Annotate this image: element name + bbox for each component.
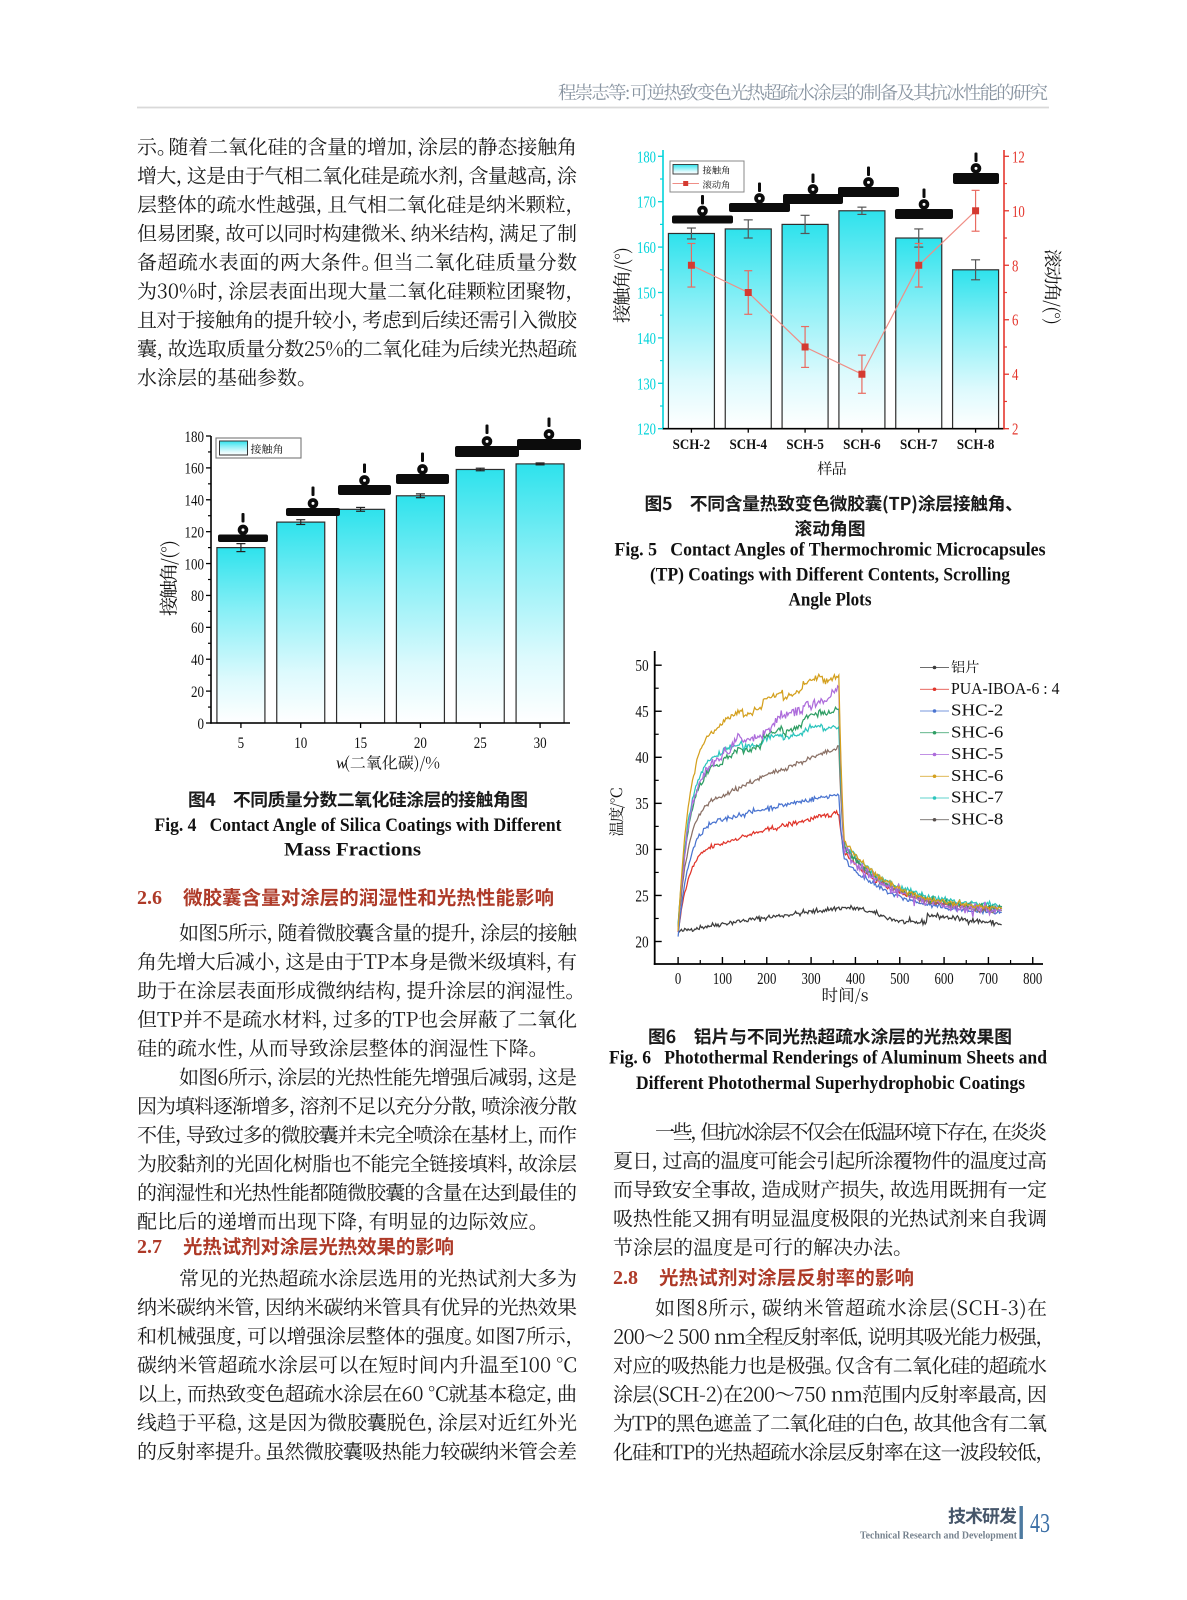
svg-text:40: 40 <box>635 748 648 767</box>
svg-text:SCH-8: SCH-8 <box>957 437 995 453</box>
svg-text:SHC-6: SHC-6 <box>951 766 1003 785</box>
svg-text:SCH-4: SCH-4 <box>730 437 768 453</box>
svg-text:25: 25 <box>635 886 648 905</box>
svg-text:4: 4 <box>1012 365 1018 384</box>
svg-text:SCH-7: SCH-7 <box>900 437 938 453</box>
svg-text:Fig. 4 Contact Angle of Sili: Fig. 4 Contact Angle of Silica Coatings … <box>155 816 563 836</box>
svg-text:Fig. 5 Contact Angles of The: Fig. 5 Contact Angles of Thermochromic M… <box>615 541 1046 561</box>
svg-text:120: 120 <box>185 524 205 541</box>
svg-text:2.8: 2.8 <box>613 1267 638 1289</box>
svg-text:5: 5 <box>238 735 245 752</box>
svg-text:12: 12 <box>1012 147 1025 166</box>
svg-text:20: 20 <box>414 735 427 752</box>
svg-text:700: 700 <box>979 969 998 988</box>
svg-text:180: 180 <box>637 147 656 166</box>
svg-text:60: 60 <box>191 620 204 637</box>
svg-text:40: 40 <box>191 652 204 669</box>
svg-text:Different Photothermal Superhy: Different Photothermal Superhydrophobic … <box>636 1074 1025 1094</box>
svg-text:140: 140 <box>637 329 656 348</box>
svg-text:30: 30 <box>635 840 648 859</box>
svg-text:Fig. 6 Photothermal Renderin: Fig. 6 Photothermal Renderings of Alumin… <box>609 1049 1048 1069</box>
svg-text:15: 15 <box>354 735 367 752</box>
svg-text:180: 180 <box>185 429 205 446</box>
svg-text:SCH-2: SCH-2 <box>673 437 711 453</box>
svg-text:2.7: 2.7 <box>137 1236 162 1258</box>
svg-text:SHC-8: SHC-8 <box>951 809 1003 828</box>
svg-text:100: 100 <box>185 556 205 573</box>
svg-text:160: 160 <box>185 461 205 478</box>
svg-text:800: 800 <box>1023 969 1042 988</box>
svg-text:PUA-IBOA-6 : 4: PUA-IBOA-6 : 4 <box>951 679 1060 698</box>
svg-text:SHC-6: SHC-6 <box>951 722 1003 741</box>
svg-text:SHC-7: SHC-7 <box>951 788 1003 807</box>
svg-text:100: 100 <box>713 969 732 988</box>
svg-text:120: 120 <box>637 420 656 439</box>
svg-text:2: 2 <box>1012 420 1018 439</box>
svg-text:SCH-6: SCH-6 <box>843 437 881 453</box>
svg-text:0: 0 <box>675 969 681 988</box>
svg-text:35: 35 <box>635 794 648 813</box>
svg-text:80: 80 <box>191 588 204 605</box>
svg-text:(TP) Coatings with Different C: (TP) Coatings with Different Contents, S… <box>650 566 1011 586</box>
svg-text:w: w <box>336 754 347 773</box>
svg-text:45: 45 <box>635 702 648 721</box>
svg-text:130: 130 <box>637 374 656 393</box>
svg-text:SHC-5: SHC-5 <box>951 744 1003 763</box>
svg-text:43: 43 <box>1030 1508 1050 1538</box>
svg-text:170: 170 <box>637 193 656 212</box>
svg-text:200: 200 <box>757 969 776 988</box>
svg-text:8: 8 <box>1012 256 1018 275</box>
svg-text:600: 600 <box>934 969 953 988</box>
svg-text:Angle Plots: Angle Plots <box>789 591 872 611</box>
svg-text:20: 20 <box>635 932 648 951</box>
svg-text:SCH-5: SCH-5 <box>786 437 824 453</box>
svg-text:6: 6 <box>1012 311 1018 330</box>
svg-text:0: 0 <box>198 716 205 733</box>
svg-text:Technical Research and Develop: Technical Research and Development <box>860 1530 1017 1542</box>
svg-text:20: 20 <box>191 684 204 701</box>
svg-text:25: 25 <box>474 735 487 752</box>
svg-text:400: 400 <box>846 969 865 988</box>
svg-text:SHC-2: SHC-2 <box>951 701 1003 720</box>
svg-text:150: 150 <box>637 284 656 303</box>
svg-text:10: 10 <box>1012 202 1025 221</box>
svg-text:30: 30 <box>534 735 547 752</box>
svg-text:2.6: 2.6 <box>137 887 162 909</box>
svg-text:50: 50 <box>635 656 648 675</box>
svg-text:300: 300 <box>801 969 820 988</box>
svg-text:Mass Fractions: Mass Fractions <box>284 841 421 861</box>
svg-text:500: 500 <box>890 969 909 988</box>
svg-text:10: 10 <box>294 735 307 752</box>
svg-text:160: 160 <box>637 238 656 257</box>
svg-text:140: 140 <box>185 493 205 510</box>
